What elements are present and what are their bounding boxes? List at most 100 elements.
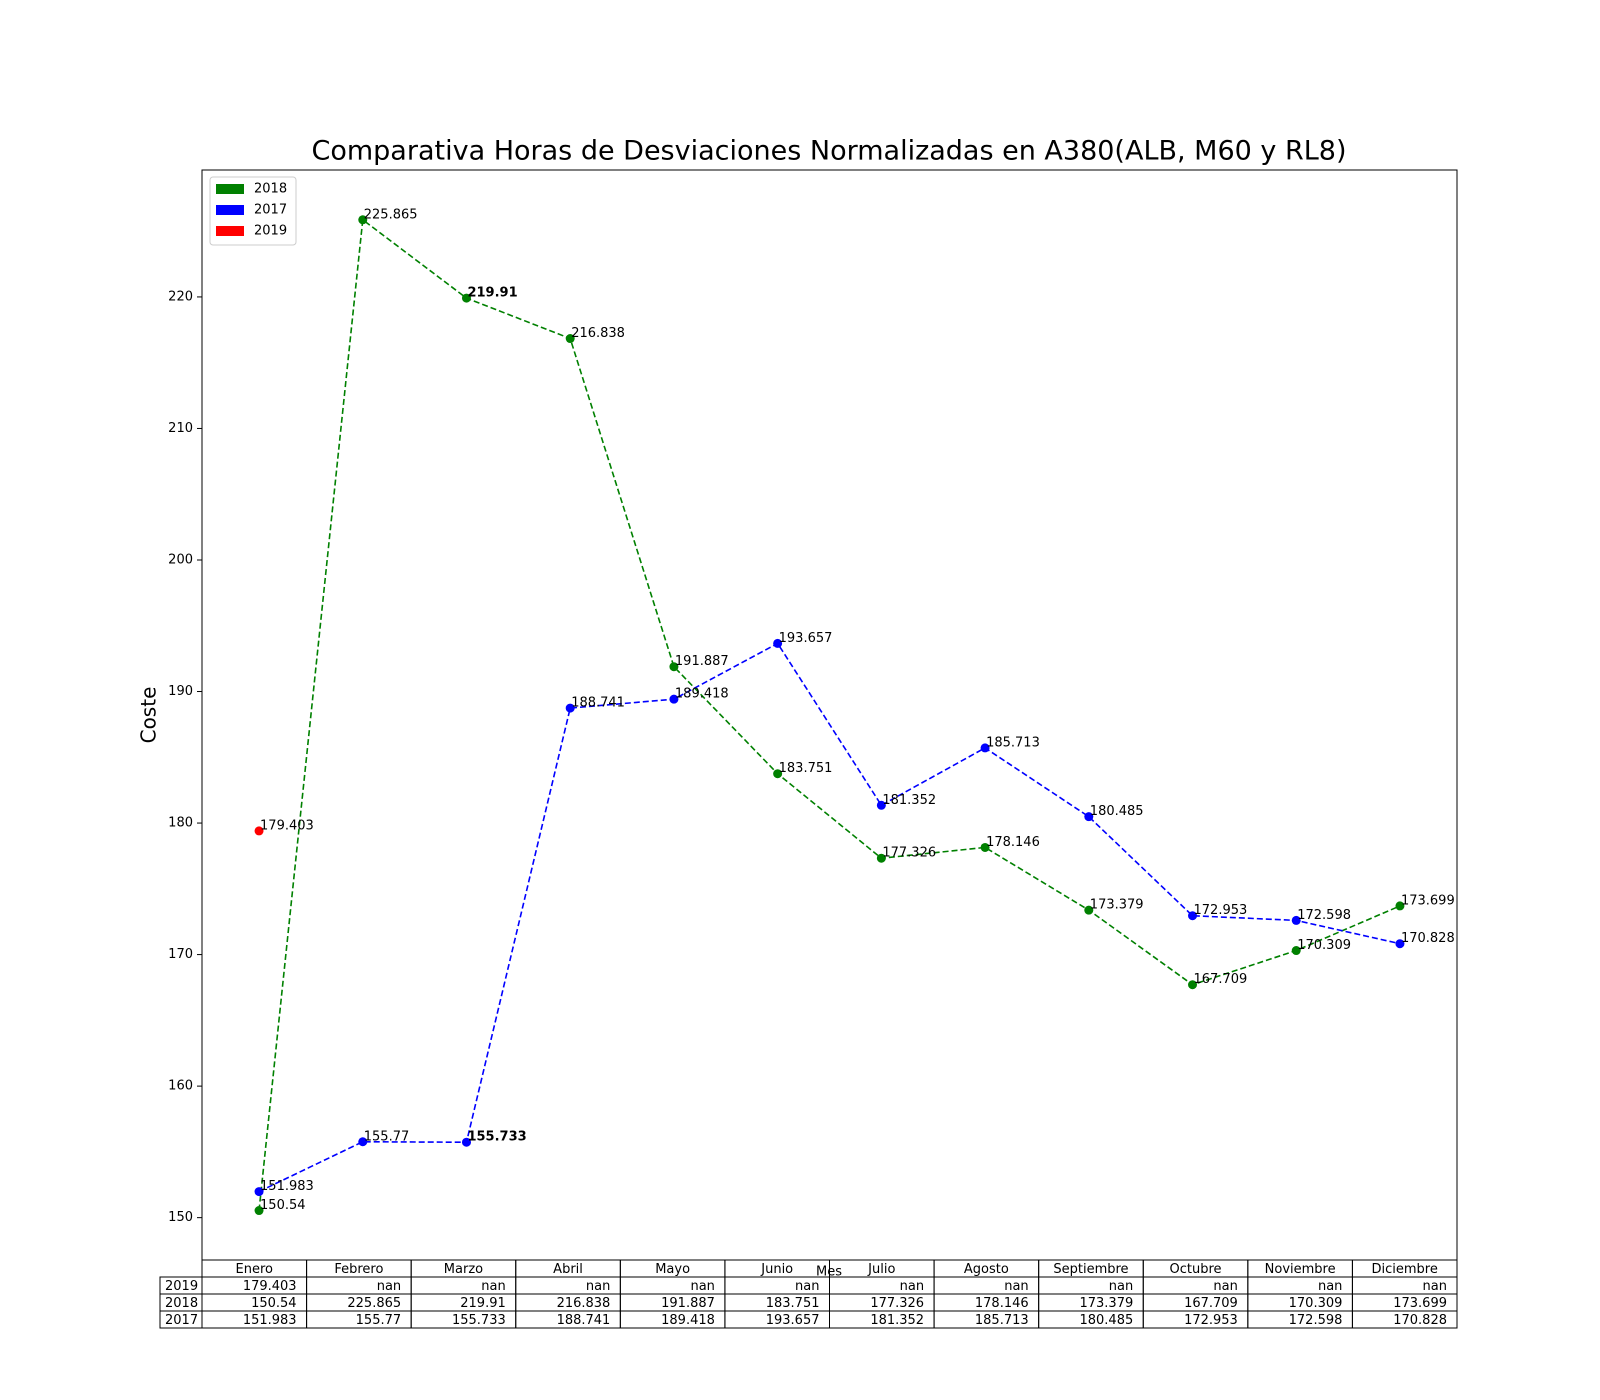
y-tick-label: 200 xyxy=(168,552,193,567)
data-label: 193.657 xyxy=(779,631,833,646)
data-label: 179.403 xyxy=(260,818,314,833)
table-value: 188.741 xyxy=(557,1313,611,1328)
legend-label: 2018 xyxy=(254,182,287,197)
table-value: 178.146 xyxy=(975,1296,1029,1311)
table-value: 167.709 xyxy=(1184,1296,1238,1311)
table-value: 177.326 xyxy=(870,1296,924,1311)
data-label: 183.751 xyxy=(779,761,833,776)
data-label: 189.418 xyxy=(675,687,729,702)
data-label: 155.733 xyxy=(467,1130,526,1145)
table-value: nan xyxy=(1004,1279,1028,1294)
table-value: 193.657 xyxy=(766,1313,820,1328)
data-label: 191.887 xyxy=(675,654,729,669)
y-axis-label: Coste xyxy=(137,687,161,744)
table-value: nan xyxy=(1109,1279,1133,1294)
data-label: 170.309 xyxy=(1297,938,1351,953)
table-value: nan xyxy=(1423,1279,1447,1294)
table-value: 181.352 xyxy=(870,1313,924,1328)
table-value: nan xyxy=(1318,1279,1342,1294)
point xyxy=(669,662,679,672)
series-line xyxy=(258,218,1401,1211)
table-header: Noviembre xyxy=(1265,1262,1336,1277)
table-value: 172.953 xyxy=(1184,1313,1238,1328)
data-label: 172.598 xyxy=(1297,908,1351,923)
data-label: 172.953 xyxy=(1194,903,1248,918)
data-label: 219.91 xyxy=(467,286,517,301)
table-header: Marzo xyxy=(444,1262,483,1277)
data-label: 170.828 xyxy=(1401,931,1455,946)
point xyxy=(980,743,990,753)
point xyxy=(461,1137,471,1147)
point xyxy=(876,853,886,863)
data-label: 216.838 xyxy=(571,326,625,341)
table-header: Agosto xyxy=(964,1262,1009,1277)
table-value: 172.598 xyxy=(1289,1313,1343,1328)
table-value: 173.699 xyxy=(1393,1296,1447,1311)
table-value: 170.309 xyxy=(1289,1296,1343,1311)
table-value: nan xyxy=(795,1279,819,1294)
point xyxy=(876,800,886,810)
table-value: 183.751 xyxy=(766,1296,820,1311)
chart-title: Comparativa Horas de Desviaciones Normal… xyxy=(312,136,1347,167)
y-tick-label: 190 xyxy=(168,684,193,699)
series-line xyxy=(258,642,1401,1193)
legend-swatch xyxy=(216,205,244,215)
table-value: 150.54 xyxy=(251,1296,297,1311)
point xyxy=(1188,911,1198,921)
table-header: Enero xyxy=(236,1262,274,1277)
point xyxy=(1291,915,1301,925)
data-label: 178.146 xyxy=(986,835,1040,850)
table-header: Junio xyxy=(760,1262,793,1277)
table-row-label: 2017 xyxy=(165,1313,198,1328)
data-label: 180.485 xyxy=(1090,804,1144,819)
point xyxy=(358,1137,368,1147)
point xyxy=(358,215,368,225)
point xyxy=(1084,905,1094,915)
point xyxy=(1188,980,1198,990)
table-header: Julio xyxy=(867,1262,895,1277)
point xyxy=(773,638,783,648)
plot-area xyxy=(201,169,1458,1261)
point xyxy=(461,293,471,303)
table-cell xyxy=(1351,1310,1458,1329)
point xyxy=(1395,939,1405,949)
data-label: 150.54 xyxy=(260,1198,306,1213)
table-value: nan xyxy=(1213,1279,1237,1294)
point xyxy=(980,842,990,852)
data-label: 181.352 xyxy=(882,793,936,808)
point xyxy=(669,694,679,704)
data-label: 167.709 xyxy=(1194,972,1248,987)
y-tick-label: 160 xyxy=(168,1079,193,1094)
table-value: 179.403 xyxy=(243,1279,297,1294)
data-label: 151.983 xyxy=(260,1179,314,1194)
y-tick-label: 210 xyxy=(168,421,193,436)
point xyxy=(1291,946,1301,956)
table-value: 155.77 xyxy=(356,1313,402,1328)
table-value: nan xyxy=(690,1279,714,1294)
point xyxy=(1395,901,1405,911)
point xyxy=(254,826,264,836)
table-value: 180.485 xyxy=(1079,1313,1133,1328)
point xyxy=(254,1187,264,1197)
point xyxy=(254,1206,264,1216)
data-label: 173.379 xyxy=(1090,898,1144,913)
point xyxy=(1084,812,1094,822)
table-value: 225.865 xyxy=(347,1296,401,1311)
table-value: 185.713 xyxy=(975,1313,1029,1328)
point xyxy=(565,703,575,713)
legend-label: 2019 xyxy=(254,224,287,239)
y-tick-label: 150 xyxy=(168,1210,193,1225)
table-header: Mayo xyxy=(655,1262,690,1277)
table-header: Octubre xyxy=(1170,1262,1222,1277)
table-value: nan xyxy=(900,1279,924,1294)
table-value: 151.983 xyxy=(243,1313,297,1328)
table-row-label: 2019 xyxy=(165,1279,198,1294)
y-tick-label: 180 xyxy=(168,816,193,831)
data-label: 185.713 xyxy=(986,735,1040,750)
data-label: 177.326 xyxy=(882,846,936,861)
table-value: 191.887 xyxy=(661,1296,715,1311)
data-label: 188.741 xyxy=(571,696,625,711)
table-value: 170.828 xyxy=(1393,1313,1447,1328)
table-header: Diciembre xyxy=(1372,1262,1438,1277)
data-label: 155.77 xyxy=(364,1129,410,1144)
